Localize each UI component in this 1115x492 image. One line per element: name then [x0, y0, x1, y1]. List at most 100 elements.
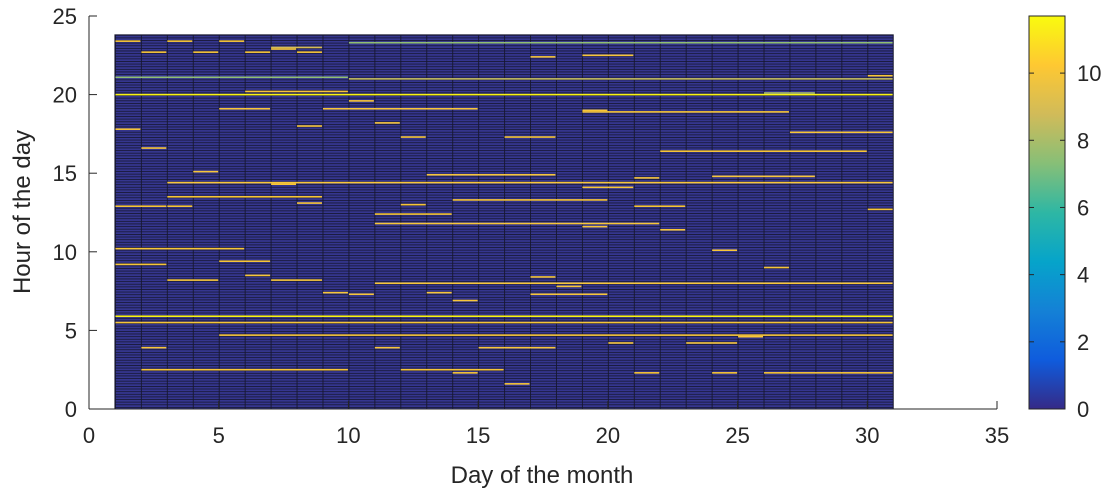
heatmap-cell-bar: [582, 54, 634, 57]
heatmap-cell-bar: [271, 48, 297, 50]
colorbar-scale: [1028, 15, 1066, 410]
heatmap-cell-bar: [426, 173, 556, 176]
heatmap-cell-bar: [115, 315, 893, 318]
x-tick-label: 35: [985, 423, 1009, 448]
heatmap-cell-bar: [322, 291, 348, 294]
heatmap-cell-bar: [530, 56, 556, 58]
x-tick-label: 15: [466, 423, 490, 448]
heatmap-cell-bar: [141, 346, 167, 349]
y-tick-label: 15: [53, 161, 77, 186]
x-tick-label: 10: [336, 423, 360, 448]
heatmap-cell-bar: [219, 107, 271, 110]
heatmap-cell-bar: [764, 92, 815, 94]
heatmap-cell-bar: [115, 247, 245, 250]
heatmap-cell-bar: [297, 51, 322, 53]
colorbar-tick-label: 0: [1077, 397, 1089, 422]
x-tick-label: 20: [596, 423, 620, 448]
heatmap-cell-bar: [478, 346, 556, 349]
heatmap-cell-bar: [115, 40, 141, 42]
x-tick-label: 25: [725, 423, 749, 448]
heatmap-cell-bar: [115, 76, 348, 79]
heatmap-cell-bar: [789, 131, 893, 134]
heatmap-cell-bar: [374, 346, 400, 349]
heatmap-cell-bar: [219, 260, 271, 263]
colorbar-tick-label: 2: [1077, 330, 1089, 355]
heatmap-cell-bar: [400, 368, 504, 371]
heatmap-cell-bar: [115, 93, 893, 96]
heatmap-cell-bar: [271, 183, 297, 186]
heatmap-cell-bar: [556, 285, 582, 288]
heatmap-cell-bar: [660, 228, 686, 231]
heatmap-cell-bar: [271, 46, 322, 49]
heatmap-cell-bar: [245, 51, 271, 53]
heatmap-cell-bar: [764, 266, 789, 269]
heatmap-cell-bar: [452, 199, 608, 201]
heatmap-cell-bar: [141, 147, 167, 149]
y-tick-label: 20: [53, 83, 77, 108]
heatmap-cell-bar: [297, 125, 322, 127]
colorbar-tick-label: 4: [1077, 263, 1089, 288]
heatmap-cell-bar: [167, 40, 193, 42]
heatmap-cell-bar: [712, 372, 738, 374]
heatmap-cell-bar: [582, 225, 608, 228]
heatmap-cell-bar: [400, 203, 426, 206]
heatmap-cell-bar: [374, 122, 400, 124]
heatmap-cell-bar: [271, 279, 322, 281]
heatmap-cell-bar: [504, 136, 556, 138]
heatmap-cell-bar: [141, 368, 348, 371]
plot-area: [114, 34, 894, 410]
heatmap-cell-bar: [245, 90, 348, 93]
heatmap-cell-bar: [322, 107, 478, 110]
heatmap-cell-bar: [504, 383, 530, 385]
heatmap-cell-bar: [400, 136, 426, 138]
colorbar-tick-label: 8: [1077, 128, 1089, 153]
colorbar-ticks: 0 2 4 6 8 10: [1029, 61, 1101, 422]
heatmap-cell-bar: [426, 291, 452, 294]
heatmap-cell-bar: [634, 372, 660, 374]
heatmap-cell-bar: [452, 372, 478, 374]
heatmap-cell-bar: [582, 109, 608, 112]
heatmap-cell-bar: [348, 293, 374, 296]
heatmap-cell-bar: [115, 263, 167, 266]
heatmap-cell-bar: [193, 170, 219, 173]
x-axis-label: Day of the month: [451, 462, 634, 489]
heatmap-cell-bar: [374, 222, 660, 225]
heatmap-cell-bar: [738, 335, 764, 338]
heatmap-cell-bar: [374, 282, 893, 285]
x-tick-label: 0: [83, 423, 95, 448]
heatmap-cell-bar: [530, 293, 608, 296]
heatmap-cell-bar: [764, 372, 893, 374]
heatmap-cell-bar: [141, 51, 167, 53]
heatmap-cell-bar: [167, 279, 219, 281]
heatmap-cell-bar: [374, 213, 452, 215]
heatmap-cell-bar: [167, 205, 193, 208]
heatmap-cell-bar: [712, 249, 738, 252]
heatmap-cell-bar: [115, 205, 167, 208]
y-tick-label: 10: [53, 240, 77, 265]
heatmap-cell-bar: [660, 150, 867, 152]
heatmap-cells-background: [114, 34, 894, 409]
heatmap-cell-bar: [867, 74, 893, 77]
heatmap-cell-bar: [452, 299, 478, 302]
heatmap-cell-bar: [582, 186, 634, 189]
heatmap-cell-bar: [167, 181, 893, 184]
x-tick-label: 5: [213, 423, 225, 448]
heatmap-cell-bar: [245, 274, 271, 277]
axes: 0 5 10 15 20 25 30 35 0 5 10 15 20 25: [53, 4, 1010, 448]
heatmap-highlight-rows: [115, 40, 893, 385]
heatmap-cell-bar: [193, 51, 219, 53]
colorbar-tick-label: 10: [1077, 61, 1101, 86]
heatmap-cell-bar: [530, 276, 556, 278]
heatmap-cell-bar: [712, 175, 815, 178]
heatmap-cell-bar: [348, 78, 893, 80]
heatmap-cell-bar: [115, 128, 141, 130]
heatmap-cell-bar: [115, 321, 893, 324]
heatmap-cell-bar: [219, 40, 245, 42]
heatmap-cell-bar: [686, 342, 738, 344]
heatmap-cell-bar: [634, 205, 686, 208]
y-tick-label: 5: [65, 318, 77, 343]
heatmap-cell-bar: [348, 41, 893, 44]
heatmap-cell-bar: [582, 111, 789, 113]
heatmap-cell-bar: [219, 334, 893, 336]
